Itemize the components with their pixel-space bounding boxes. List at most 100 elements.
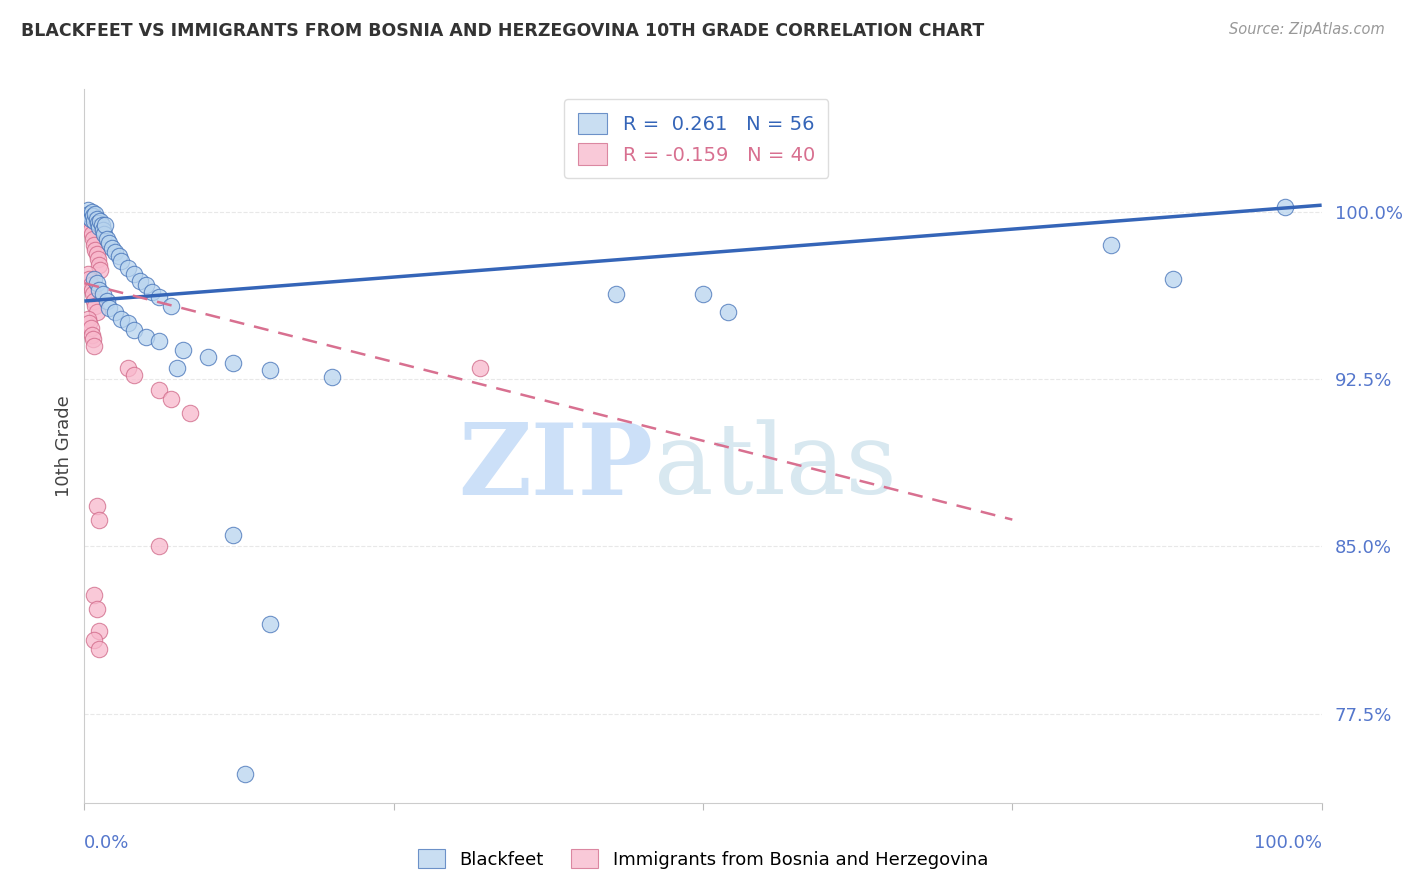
Point bbox=[80, 327, 103, 342]
Point bbox=[83, 633, 105, 648]
Point bbox=[259, 363, 281, 377]
Point bbox=[117, 316, 139, 330]
Point bbox=[104, 244, 127, 259]
Point bbox=[89, 512, 111, 526]
Point bbox=[89, 624, 111, 638]
Point bbox=[108, 249, 131, 263]
Point bbox=[179, 405, 201, 419]
Point bbox=[717, 305, 740, 319]
Point bbox=[76, 209, 98, 223]
Point bbox=[83, 589, 105, 603]
Point bbox=[76, 209, 98, 223]
Point bbox=[160, 299, 183, 313]
Point bbox=[129, 274, 152, 288]
Point bbox=[79, 278, 101, 293]
Point bbox=[84, 299, 107, 313]
Point bbox=[77, 202, 100, 217]
Text: BLACKFEET VS IMMIGRANTS FROM BOSNIA AND HERZEGOVINA 10TH GRADE CORRELATION CHART: BLACKFEET VS IMMIGRANTS FROM BOSNIA AND … bbox=[21, 22, 984, 40]
Point bbox=[83, 238, 105, 252]
Point bbox=[79, 223, 101, 237]
Text: 100.0%: 100.0% bbox=[1254, 834, 1322, 852]
Point bbox=[80, 227, 103, 242]
Point bbox=[98, 301, 121, 315]
Point bbox=[86, 247, 108, 261]
Point bbox=[87, 252, 110, 266]
Point bbox=[122, 323, 145, 337]
Point bbox=[89, 283, 111, 297]
Point bbox=[79, 320, 101, 334]
Point bbox=[1274, 200, 1296, 214]
Point bbox=[470, 360, 492, 375]
Point bbox=[91, 223, 114, 237]
Point bbox=[321, 369, 343, 384]
Point bbox=[122, 368, 145, 382]
Point bbox=[86, 211, 108, 226]
Point bbox=[89, 262, 111, 277]
Point bbox=[259, 617, 281, 632]
Point bbox=[1161, 271, 1184, 285]
Text: ZIP: ZIP bbox=[458, 419, 654, 516]
Point bbox=[148, 384, 170, 398]
Point bbox=[84, 243, 107, 257]
Text: Source: ZipAtlas.com: Source: ZipAtlas.com bbox=[1229, 22, 1385, 37]
Point bbox=[79, 207, 101, 221]
Point bbox=[89, 213, 111, 227]
Point bbox=[82, 209, 104, 223]
Point bbox=[197, 350, 219, 364]
Point bbox=[172, 343, 194, 358]
Point bbox=[122, 268, 145, 282]
Point bbox=[89, 258, 111, 272]
Point bbox=[148, 540, 170, 554]
Point bbox=[89, 641, 111, 656]
Point bbox=[96, 232, 118, 246]
Point bbox=[87, 216, 110, 230]
Point bbox=[222, 356, 245, 370]
Point bbox=[83, 213, 105, 227]
Y-axis label: 10th Grade: 10th Grade bbox=[55, 395, 73, 497]
Point bbox=[86, 277, 108, 291]
Point bbox=[222, 528, 245, 542]
Point bbox=[94, 219, 117, 233]
Point bbox=[79, 211, 101, 226]
Point bbox=[77, 311, 100, 326]
Point bbox=[80, 283, 103, 297]
Point bbox=[84, 207, 107, 221]
Point bbox=[110, 311, 132, 326]
Point bbox=[141, 285, 163, 300]
Point bbox=[96, 294, 118, 309]
Point bbox=[79, 271, 101, 285]
Point bbox=[160, 392, 183, 406]
Point bbox=[166, 360, 188, 375]
Text: 0.0%: 0.0% bbox=[84, 834, 129, 852]
Point bbox=[117, 360, 139, 375]
Point bbox=[148, 290, 170, 304]
Point bbox=[90, 219, 112, 233]
Point bbox=[80, 204, 103, 219]
Legend: Blackfeet, Immigrants from Bosnia and Herzegovina: Blackfeet, Immigrants from Bosnia and He… bbox=[411, 841, 995, 876]
Text: atlas: atlas bbox=[654, 419, 896, 516]
Point bbox=[98, 236, 121, 251]
Point bbox=[82, 332, 104, 346]
Point bbox=[117, 260, 139, 275]
Point bbox=[83, 339, 105, 353]
Point bbox=[79, 316, 101, 330]
Point bbox=[82, 287, 104, 301]
Point bbox=[100, 240, 122, 254]
Point bbox=[692, 287, 714, 301]
Point bbox=[1099, 238, 1122, 252]
Point bbox=[233, 766, 256, 781]
Point bbox=[83, 271, 105, 285]
Point bbox=[86, 602, 108, 616]
Point bbox=[83, 294, 105, 309]
Point bbox=[110, 253, 132, 268]
Point bbox=[104, 305, 127, 319]
Point bbox=[605, 287, 627, 301]
Point bbox=[135, 278, 157, 293]
Point bbox=[86, 500, 108, 514]
Point bbox=[86, 305, 108, 319]
Point bbox=[79, 219, 101, 233]
Point bbox=[148, 334, 170, 349]
Point bbox=[135, 330, 157, 344]
Point bbox=[82, 232, 104, 246]
Point bbox=[77, 268, 100, 282]
